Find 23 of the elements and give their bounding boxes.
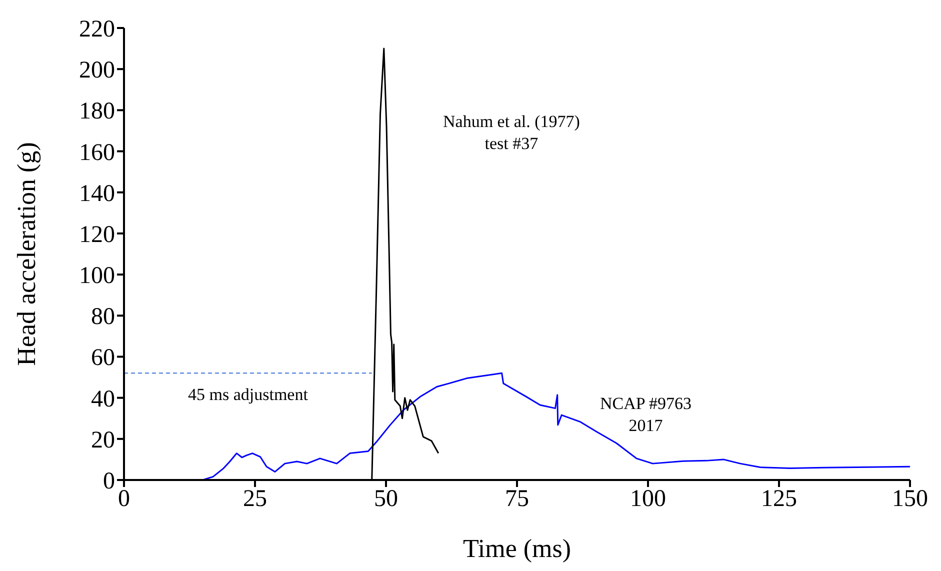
- y-tick-label: 220: [79, 16, 115, 43]
- y-tick-label: 60: [91, 345, 115, 372]
- annotation: Nahum et al. (1977) test #37: [443, 111, 580, 155]
- y-tick-label: 160: [79, 140, 115, 166]
- y-tick-label: 100: [79, 263, 115, 290]
- annotation: 45 ms adjustment: [188, 384, 308, 406]
- x-tick-label: 50: [374, 486, 398, 512]
- x-tick-label: 75: [505, 486, 529, 512]
- x-tick-label: 100: [630, 486, 666, 512]
- y-tick-label: 0: [103, 468, 115, 495]
- y-tick-label: 20: [91, 427, 115, 454]
- x-tick-label: 25: [243, 486, 267, 512]
- y-tick-label: 140: [79, 180, 115, 207]
- annotation: NCAP #9763 2017: [600, 393, 692, 437]
- x-tick-label: 150: [892, 486, 928, 512]
- y-tick-label: 120: [79, 222, 115, 248]
- y-axis-title: Head acceleration (g): [12, 142, 42, 366]
- y-tick-label: 200: [79, 58, 115, 84]
- x-axis-title: Time (ms): [462, 534, 572, 563]
- x-tick-label: 125: [761, 486, 797, 512]
- y-tick-label: 80: [91, 304, 115, 330]
- y-tick-label: 40: [91, 386, 115, 412]
- y-tick-label: 180: [79, 98, 115, 125]
